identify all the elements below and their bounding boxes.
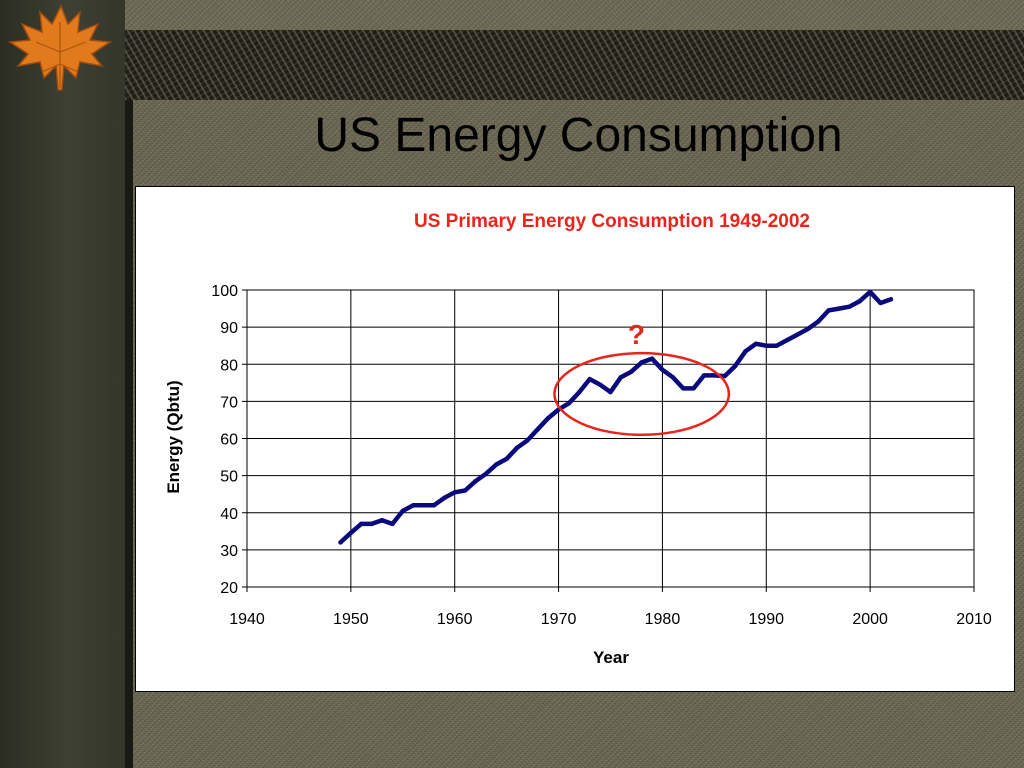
data-point-1964: [494, 462, 499, 467]
y-tick-label-90: 90: [220, 320, 238, 337]
data-point-1991: [774, 343, 779, 348]
data-point-1966: [514, 445, 520, 450]
annotation-question-mark: ?: [628, 319, 645, 350]
data-point-1975: [608, 389, 613, 395]
data-point-1993: [795, 332, 800, 337]
data-point-1980: [660, 367, 665, 373]
chart-title: US Primary Energy Consumption 1949-2002: [414, 211, 810, 232]
y-axis-title: Energy (Qbtu): [164, 380, 183, 493]
data-point-1952: [369, 521, 374, 527]
y-tick-label-70: 70: [220, 394, 238, 411]
data-point-1968: [535, 427, 540, 432]
data-point-1951: [359, 521, 364, 527]
data-point-1958: [431, 503, 437, 508]
line-chart: US Primary Energy Consumption 1949-2002 …: [164, 211, 992, 667]
data-point-1990: [764, 343, 769, 348]
data-point-1963: [483, 471, 489, 476]
data-point-1954: [390, 521, 395, 527]
data-point-1972: [577, 389, 582, 395]
x-tick-label-1980: 1980: [645, 611, 681, 628]
data-point-1956: [410, 503, 416, 508]
data-point-1983: [691, 386, 696, 391]
x-tick-label-2000: 2000: [852, 611, 888, 628]
plot-area-border: [246, 289, 975, 588]
y-tick-label-80: 80: [220, 357, 238, 374]
data-point-1987: [732, 363, 738, 369]
data-point-1976: [618, 375, 624, 380]
annotation-ellipse: [553, 351, 731, 437]
data-point-1985: [712, 373, 717, 378]
data-point-1994: [805, 326, 811, 332]
data-point-1995: [816, 319, 821, 324]
data-point-1973: [587, 376, 592, 382]
x-tick-label-2010: 2010: [956, 611, 992, 628]
data-point-1953: [379, 517, 385, 523]
x-tick-label-1940: 1940: [229, 611, 265, 628]
data-point-1977: [629, 369, 634, 374]
data-point-1999: [857, 298, 862, 304]
top-band: [0, 0, 1024, 30]
data-point-1979: [649, 356, 655, 361]
slide-title: US Energy Consumption: [314, 109, 843, 162]
maple-leaf-icon: [7, 4, 113, 91]
x-tick-label-1960: 1960: [437, 611, 473, 628]
data-point-1962: [473, 478, 478, 484]
data-point-1949: [338, 540, 343, 545]
data-point-2001: [878, 300, 883, 306]
data-points: [338, 289, 894, 545]
x-tick-label-1990: 1990: [748, 611, 784, 628]
data-point-1978: [639, 360, 644, 365]
data-point-1992: [784, 337, 790, 343]
data-point-1960: [452, 490, 457, 495]
y-tick-label-60: 60: [220, 432, 238, 449]
left-sidebar-bar: [0, 0, 125, 768]
x-tick-label-1950: 1950: [333, 611, 369, 628]
data-point-1967: [525, 438, 530, 443]
data-point-1984: [701, 373, 707, 378]
data-point-1955: [400, 508, 405, 514]
data-point-1974: [597, 382, 603, 387]
y-tick-label-50: 50: [220, 469, 238, 486]
top-texture-strip: [125, 30, 1024, 100]
data-point-1969: [545, 415, 551, 421]
y-tick-label-20: 20: [220, 580, 238, 597]
x-axis-title: Year: [593, 648, 629, 667]
data-point-2000: [867, 289, 873, 295]
grid-lines: [242, 289, 975, 592]
y-tick-label-40: 40: [220, 506, 238, 523]
data-point-1982: [681, 386, 686, 391]
data-point-1998: [847, 304, 852, 309]
data-point-1971: [566, 401, 572, 406]
data-point-1988: [743, 349, 748, 354]
data-point-1965: [504, 456, 509, 462]
axis-tick-labels: 20 30 40 50 60 70 80 90 100 1940 1950 1960 1970 1980 1…: [211, 283, 992, 628]
data-point-1957: [421, 503, 426, 508]
data-point-1997: [836, 306, 842, 311]
data-point-1989: [753, 341, 759, 347]
data-point-1950: [348, 530, 354, 535]
data-point-1961: [462, 488, 468, 493]
y-tick-label-30: 30: [220, 543, 238, 560]
x-tick-label-1970: 1970: [541, 611, 577, 628]
data-point-1959: [442, 495, 447, 501]
y-tick-label-100: 100: [211, 283, 238, 300]
data-point-2002: [888, 297, 894, 302]
data-point-1981: [670, 375, 676, 380]
data-point-1996: [826, 308, 831, 313]
data-point-1986: [722, 373, 727, 379]
left-bar-edge: [125, 30, 133, 768]
chart-frame: US Primary Energy Consumption 1949-2002 …: [135, 186, 1015, 692]
